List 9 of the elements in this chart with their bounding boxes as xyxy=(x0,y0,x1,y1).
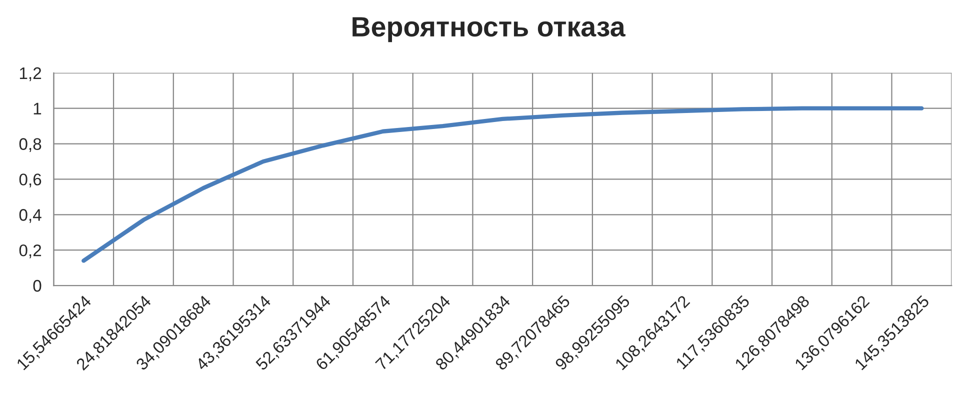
y-tick-label: 1 xyxy=(34,102,42,114)
y-tick-label: 0,2 xyxy=(19,244,42,258)
chart-title: Вероятность отказа xyxy=(352,17,626,42)
y-tick-label: 0,6 xyxy=(19,174,42,188)
y-tick-label: 0,4 xyxy=(19,209,42,223)
line-series xyxy=(82,106,924,263)
y-tick-label: 1,2 xyxy=(20,67,42,82)
y-tick-label: 0,8 xyxy=(19,138,42,152)
y-tick-label: 0 xyxy=(33,280,42,292)
